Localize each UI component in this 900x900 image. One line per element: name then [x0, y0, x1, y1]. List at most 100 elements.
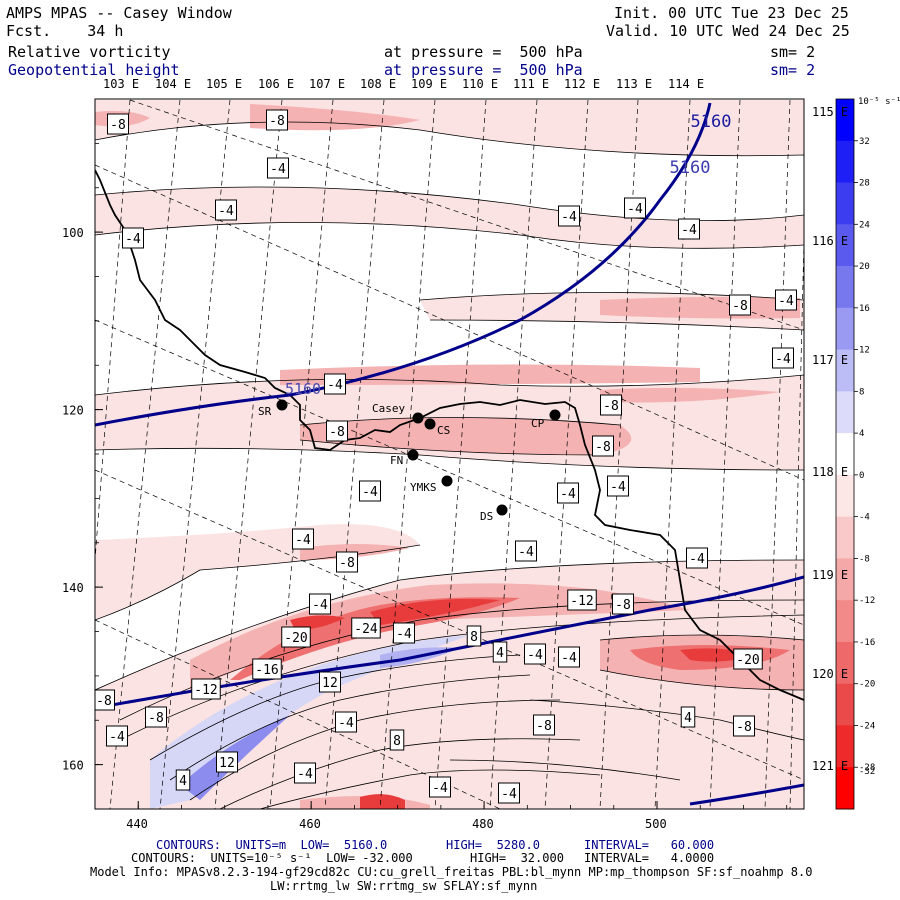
- vorticity-label-text: -4: [432, 781, 448, 796]
- vorticity-label-text: 8: [393, 734, 401, 749]
- station-dot: [276, 399, 288, 411]
- vorticity-label-text: -8: [329, 425, 345, 440]
- vorticity-label-text: -20: [736, 653, 759, 668]
- pressure-label-height: at pressure = 500 hPa: [384, 61, 583, 79]
- colorbar-label: 8: [859, 387, 864, 397]
- colorbar-label: -12: [859, 596, 875, 606]
- colorbar-swatch: [836, 433, 854, 476]
- top-lon-label: 110 E: [462, 77, 499, 91]
- vorticity-label: 8: [466, 625, 482, 647]
- vorticity-label: -8: [145, 706, 167, 728]
- x-tick-label: 500: [645, 817, 667, 831]
- vorticity-label: -8: [266, 109, 288, 131]
- vorticity-label-text: -4: [560, 487, 576, 502]
- right-lon-label: 115 E: [812, 105, 848, 119]
- colorbar-label: 4: [859, 429, 864, 439]
- height-label: 5160: [691, 112, 732, 132]
- station-dot: [412, 412, 424, 424]
- vorticity-label-text: -8: [595, 440, 611, 455]
- vorticity-label: -4: [558, 205, 580, 227]
- vorticity-label: -4: [359, 480, 381, 502]
- vorticity-label-text: -8: [339, 556, 355, 571]
- vorticity-label: -8: [612, 593, 634, 615]
- station-label: YMKS: [410, 481, 437, 494]
- vorticity-label-text: -4: [295, 533, 311, 548]
- vorticity-label-text: 4: [496, 646, 504, 661]
- vorticity-label-text: -8: [736, 720, 752, 735]
- vorticity-label: -4: [678, 218, 700, 240]
- right-lon-label: 120 E: [812, 667, 848, 681]
- right-lon-label: 117 E: [812, 353, 848, 367]
- pressure-label-vorticity: at pressure = 500 hPa: [384, 43, 583, 61]
- vorticity-label-text: -4: [218, 204, 234, 219]
- height-contour-info: CONTOURS: UNITS=m LOW= 5160.0: [156, 838, 388, 852]
- x-tick-label: 440: [126, 817, 148, 831]
- field-label-height: Geopotential height: [8, 61, 180, 79]
- vorticity-label: -4: [267, 157, 289, 179]
- vorticity-label-text: -4: [778, 294, 794, 309]
- vorticity-label: -4: [429, 776, 451, 798]
- colorbar-swatch: [836, 683, 854, 726]
- vorticity-label-text: -8: [603, 399, 619, 414]
- colorbar-unit: 10⁻⁵ s⁻¹: [858, 97, 900, 107]
- vorticity-label: 12: [216, 751, 238, 773]
- vorticity-label-text: -4: [627, 202, 643, 217]
- right-lon-label: 116 E: [812, 234, 848, 248]
- x-tick-label: 460: [299, 817, 321, 831]
- vorticity-label-text: -4: [518, 545, 534, 560]
- station-label: SR: [258, 405, 272, 418]
- vorticity-label: -4: [558, 646, 580, 668]
- height-contour-labels: 5160 5160 5160: [285, 112, 732, 398]
- y-tick-label: 120: [62, 404, 84, 418]
- vorticity-label-text: -8: [615, 598, 631, 613]
- colorbar: 10⁻⁵ s⁻¹ 32 28 24 20 16 12 8 4 0 -4 -8 -12 -16 -20 -24 -…: [835, 97, 900, 810]
- model-info-line2: LW:rrtmg_lw SW:rrtmg_sw SFLAY:sf_mynn: [270, 879, 538, 893]
- colorbar-label: -28: [859, 763, 875, 773]
- y-tick-label: 160: [62, 759, 84, 773]
- top-lon-label: 114 E: [668, 77, 705, 91]
- right-lon-label: 118 E: [812, 465, 848, 479]
- height-contour-high: HIGH= 5280.0: [446, 838, 540, 852]
- vorticity-label-text: -4: [362, 485, 378, 500]
- vorticity-label-text: 4: [684, 711, 692, 726]
- station-label: Casey: [372, 402, 405, 415]
- vorticity-contour-labels: -8 -8 -4 -4 -4 -4 -4 -4 -8 -4 -4 -4 -8 -8 -8 -4 -4 -4 -4 -4…: [95, 109, 797, 804]
- top-lon-label: 108 E: [360, 77, 397, 91]
- vorticity-label-text: -4: [125, 232, 141, 247]
- vorticity-label: -4: [515, 540, 537, 562]
- vorticity-label: 12: [319, 671, 341, 693]
- vorticity-label-text: -4: [396, 627, 412, 642]
- vorticity-label: -4: [309, 593, 331, 615]
- vorticity-label: -4: [122, 227, 144, 249]
- vorticity-label: -24: [351, 617, 381, 639]
- station-label: DS: [480, 510, 493, 523]
- vorticity-label: -20: [733, 648, 763, 670]
- forecast-hour: Fcst. 34 h: [6, 22, 124, 40]
- vorticity-label-text: -4: [689, 552, 705, 567]
- vorticity-label: 4: [680, 706, 696, 728]
- vorticity-label: -4: [624, 197, 646, 219]
- vorticity-label: -4: [524, 643, 546, 665]
- colorbar-label: 12: [859, 346, 870, 356]
- vorticity-label: -8: [733, 715, 755, 737]
- vorticity-label: -4: [324, 373, 346, 395]
- vorticity-label-text: -4: [610, 480, 626, 495]
- colorbar-label: -20: [859, 680, 875, 690]
- vorticity-label-text: -4: [327, 378, 343, 393]
- vorticity-contour-high: HIGH= 32.000: [470, 851, 564, 865]
- colorbar-swatch: [836, 474, 854, 518]
- vorticity-label-text: -16: [255, 663, 278, 678]
- vorticity-label-text: -24: [354, 622, 378, 637]
- vorticity-label: -8: [326, 420, 348, 442]
- colorbar-swatch: [836, 99, 854, 142]
- right-lon-label: 121 E: [812, 759, 848, 773]
- top-lon-label: 109 E: [411, 77, 448, 91]
- vorticity-label: -8: [107, 113, 129, 135]
- station-markers: SR Casey CS CP FN YMKS DS: [258, 399, 561, 523]
- station-label: CS: [437, 424, 450, 437]
- vorticity-label-text: -12: [194, 683, 217, 698]
- colorbar-frame: [835, 98, 855, 810]
- map-area: SR Casey CS CP FN YMKS DS -8 -8 -4 -4 -4 -4 -4 -4 -8 -4…: [95, 99, 804, 809]
- height-label: 5160: [285, 380, 321, 398]
- vorticity-contour-interval: INTERVAL= 4.0000: [584, 851, 715, 865]
